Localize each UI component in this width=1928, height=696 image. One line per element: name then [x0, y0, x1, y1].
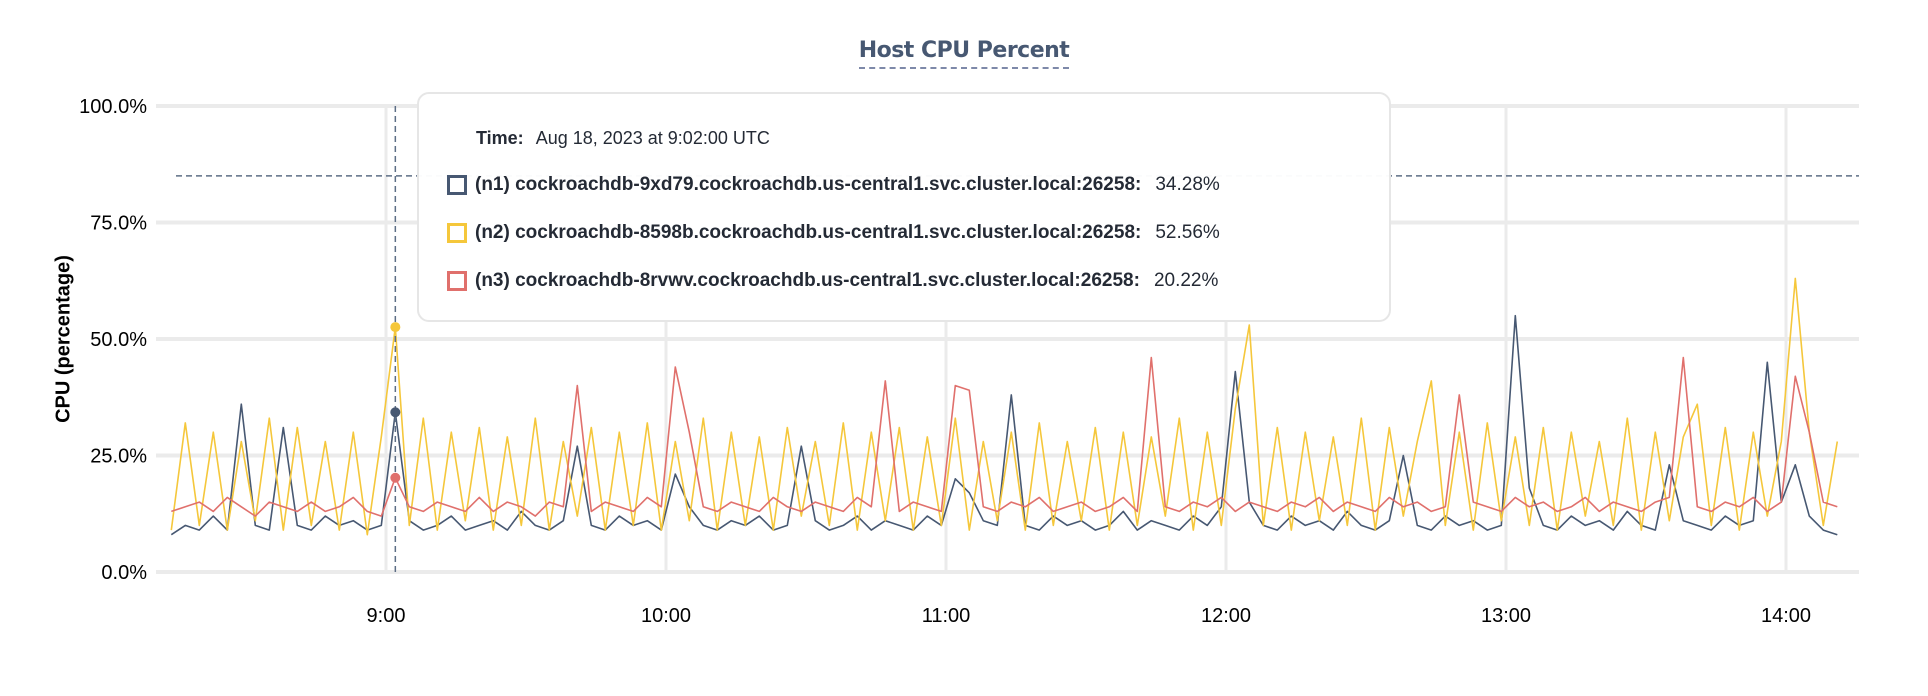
- series-line-n2: [170, 277, 1839, 536]
- tooltip-time-value: Aug 18, 2023 at 9:02:00 UTC: [535, 128, 770, 148]
- tooltip-series-value: 20.22%: [1153, 270, 1219, 291]
- x-tick-label: 10:00: [641, 605, 691, 627]
- tooltip-series-value: 34.28%: [1155, 174, 1220, 195]
- series-swatch-icon: [447, 175, 467, 195]
- y-tick-label: 25.0%: [90, 446, 147, 468]
- tooltip-row-n1: (n1) cockroachdb-9xd79.cockroachdb.us-ce…: [447, 174, 1220, 196]
- tooltip-series-name: (n1) cockroachdb-9xd79.cockroachdb.us-ce…: [475, 174, 1142, 195]
- y-tick-label: 100.0%: [79, 96, 147, 118]
- tooltip-time-label: Time:: [476, 128, 524, 148]
- tooltip-time: Time: Aug 18, 2023 at 9:02:00 UTC: [476, 128, 770, 149]
- x-tick-label: 12:00: [1201, 605, 1251, 627]
- hover-point-n1: [390, 407, 401, 418]
- x-tick-label: 13:00: [1481, 605, 1531, 627]
- hover-point-n2: [390, 322, 401, 333]
- tooltip-series-value: 52.56%: [1155, 222, 1220, 243]
- tooltip-row-n2: (n2) cockroachdb-8598b.cockroachdb.us-ce…: [447, 222, 1220, 244]
- tooltip-row-n3: (n3) cockroachdb-8rvwv.cockroachdb.us-ce…: [447, 270, 1218, 292]
- y-axis-label: CPU (percentage): [52, 255, 75, 423]
- x-tick-label: 9:00: [367, 605, 406, 627]
- y-tick-label: 50.0%: [90, 329, 147, 351]
- chart-title-wrap: Host CPU Percent: [0, 38, 1928, 69]
- tooltip-series-name: (n2) cockroachdb-8598b.cockroachdb.us-ce…: [475, 222, 1142, 243]
- series-line-n3: [171, 356, 1838, 517]
- chart-title[interactable]: Host CPU Percent: [858, 38, 1070, 69]
- series-line-n1: [170, 314, 1838, 536]
- y-tick-label: 0.0%: [101, 562, 147, 584]
- y-tick-label: 75.0%: [90, 213, 147, 235]
- hover-tooltip: Time: Aug 18, 2023 at 9:02:00 UTC (n1) co…: [417, 92, 1391, 322]
- series-swatch-icon: [447, 223, 467, 243]
- series-swatch-icon: [447, 271, 467, 291]
- hover-point-n3: [390, 472, 401, 483]
- x-tick-label: 14:00: [1761, 605, 1811, 627]
- x-tick-label: 11:00: [922, 605, 971, 627]
- tooltip-series-name: (n3) cockroachdb-8rvwv.cockroachdb.us-ce…: [475, 270, 1140, 291]
